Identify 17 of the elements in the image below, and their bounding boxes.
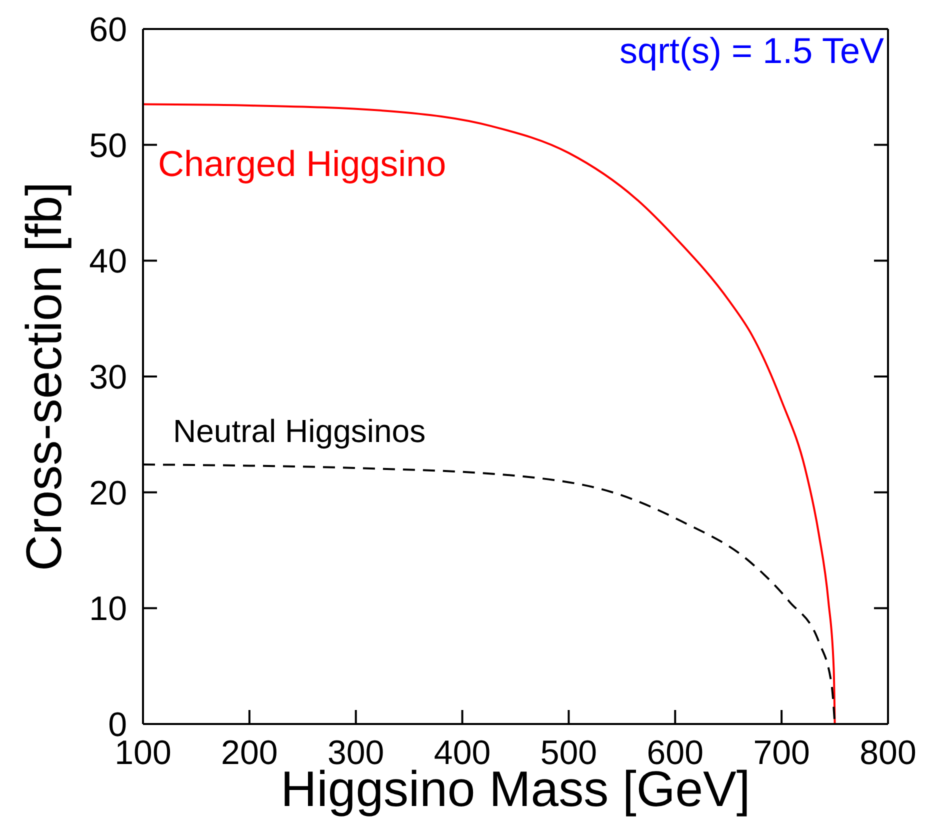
x-tick-label: 400 [434,734,491,772]
line-series [143,103,836,724]
annotation: sqrt(s) = 1.5 TeV [620,30,884,72]
series-label: Neutral Higgsinos [173,413,426,450]
x-tick-label: 800 [860,734,916,772]
series-label: Charged Higgsino [158,143,446,185]
y-tick-label: 30 [89,358,127,397]
y-tick-label: 50 [89,126,127,165]
x-tick-label: 700 [753,734,810,772]
x-tick-label: 600 [646,734,704,772]
y-tick-label: 40 [89,242,127,281]
y-tick-label: 10 [89,590,127,628]
y-axis-title: Cross-section [fb] [16,182,72,572]
y-tick-label: 20 [89,474,127,512]
y-tick-label: 60 [89,11,127,50]
x-tick-label: 200 [221,734,278,772]
x-tick-label: 500 [540,734,598,772]
